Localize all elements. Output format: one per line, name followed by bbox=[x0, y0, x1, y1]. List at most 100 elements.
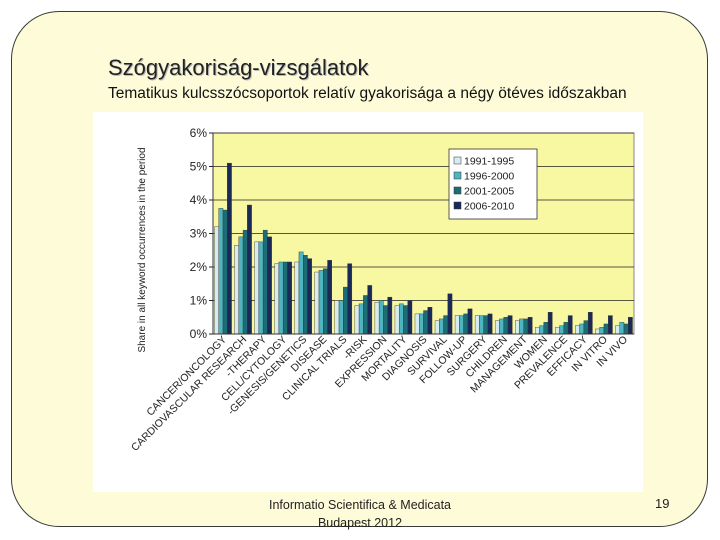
bar bbox=[507, 315, 513, 335]
bar bbox=[459, 315, 464, 335]
bar bbox=[323, 268, 328, 335]
bar bbox=[394, 305, 400, 335]
bar bbox=[599, 327, 605, 335]
bar bbox=[419, 313, 424, 335]
chart-svg: 0%1%2%3%4%5%6% CANCER/ONCOLOGYCARDIOVASC… bbox=[93, 112, 643, 492]
legend-swatch bbox=[453, 171, 462, 180]
legend: 1991-1995 1996-2000 2001-2005 2006-2010 bbox=[448, 148, 538, 220]
bars bbox=[214, 162, 633, 335]
bar bbox=[503, 317, 509, 335]
footer-line-2: Budapest 2012 bbox=[317, 516, 403, 530]
y-tick-label: 3% bbox=[190, 227, 208, 241]
bar bbox=[303, 255, 308, 335]
bar bbox=[318, 270, 324, 335]
bar bbox=[374, 301, 380, 335]
bar bbox=[383, 305, 388, 335]
bar bbox=[334, 300, 340, 335]
bar bbox=[615, 325, 620, 335]
bar bbox=[523, 318, 529, 335]
bar bbox=[254, 241, 260, 335]
bar bbox=[494, 320, 500, 335]
bar bbox=[483, 315, 489, 335]
y-axis-ticks: 0% 1% 2% 3% 4% 5% 6% bbox=[190, 126, 213, 341]
page-number: 19 bbox=[655, 496, 670, 511]
legend-swatch bbox=[453, 201, 462, 210]
slide-subtitle: Tematikus kulcsszócsoportok relatív gyak… bbox=[108, 85, 627, 102]
bar bbox=[363, 295, 368, 335]
bar bbox=[367, 285, 373, 335]
bar bbox=[595, 328, 600, 335]
bar bbox=[354, 305, 360, 335]
bar bbox=[414, 313, 420, 335]
bar bbox=[314, 271, 320, 335]
bar bbox=[603, 323, 609, 335]
bar bbox=[623, 323, 629, 335]
bar bbox=[294, 261, 300, 335]
bar bbox=[499, 318, 504, 335]
bar bbox=[579, 323, 585, 335]
bar bbox=[278, 261, 284, 335]
bar bbox=[347, 263, 353, 335]
y-axis-title: Share in all keyword occurrences in the … bbox=[137, 147, 148, 352]
bar bbox=[343, 286, 348, 335]
bar bbox=[587, 312, 593, 335]
bar bbox=[607, 315, 613, 335]
bar bbox=[547, 312, 553, 335]
bar bbox=[214, 226, 219, 335]
bar bbox=[247, 204, 252, 335]
footer: Informatio Scientifica & Medicata Budape… bbox=[230, 496, 490, 532]
bar bbox=[439, 318, 444, 335]
bar bbox=[298, 251, 304, 335]
bar bbox=[287, 261, 292, 335]
y-tick-label: 6% bbox=[190, 126, 208, 140]
chart: 0% 1% 2% 3% 4% 5% 6% CANCER/ONCOLOGY CARDIOVASC… bbox=[93, 112, 643, 492]
bar bbox=[583, 320, 589, 335]
bar bbox=[443, 315, 449, 335]
bar bbox=[467, 308, 473, 335]
bar bbox=[628, 317, 633, 335]
bar bbox=[387, 296, 393, 335]
legend-label: 1996-2000 bbox=[464, 171, 514, 183]
bar bbox=[519, 318, 524, 335]
legend-box bbox=[448, 148, 538, 220]
bar bbox=[423, 310, 428, 335]
bar bbox=[447, 293, 453, 335]
legend-swatch bbox=[453, 156, 462, 165]
bar bbox=[267, 236, 272, 335]
bar bbox=[427, 306, 433, 335]
bar bbox=[218, 208, 224, 335]
bar bbox=[378, 300, 384, 335]
bar bbox=[327, 260, 332, 335]
bar bbox=[358, 303, 364, 335]
bar bbox=[535, 327, 540, 335]
legend-label: 2006-2010 bbox=[464, 201, 514, 213]
y-tick-label: 5% bbox=[190, 160, 208, 174]
bar bbox=[234, 245, 240, 335]
bar bbox=[227, 162, 232, 335]
bar bbox=[474, 315, 480, 335]
bar bbox=[515, 320, 520, 335]
bar bbox=[575, 325, 580, 335]
bar bbox=[222, 209, 228, 335]
bar bbox=[567, 315, 573, 335]
bar bbox=[463, 313, 469, 335]
bar bbox=[282, 261, 288, 335]
bar bbox=[398, 303, 404, 335]
bar bbox=[487, 313, 493, 335]
bar bbox=[479, 315, 484, 335]
bar bbox=[403, 305, 408, 335]
bar bbox=[434, 320, 440, 335]
bar bbox=[407, 300, 413, 335]
bar bbox=[559, 325, 565, 335]
bar bbox=[307, 258, 312, 335]
legend-label: 1991-1995 bbox=[464, 156, 514, 168]
y-tick-label: 2% bbox=[190, 260, 208, 274]
bar bbox=[258, 241, 264, 335]
bar bbox=[242, 229, 248, 335]
bar bbox=[563, 322, 569, 335]
legend-swatch bbox=[453, 186, 462, 195]
bar bbox=[527, 317, 533, 335]
bar bbox=[262, 229, 268, 335]
footer-line-1: Informatio Scientifica & Medicata bbox=[268, 498, 452, 512]
bar bbox=[619, 322, 625, 335]
